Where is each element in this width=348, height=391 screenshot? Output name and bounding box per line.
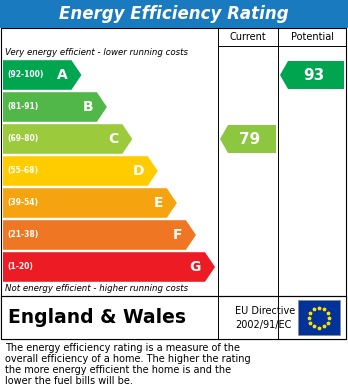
Text: (55-68): (55-68) [7, 167, 38, 176]
Text: C: C [108, 132, 118, 146]
Text: overall efficiency of a home. The higher the rating: overall efficiency of a home. The higher… [5, 354, 251, 364]
Bar [298, 300, 340, 335]
Text: Very energy efficient - lower running costs: Very energy efficient - lower running co… [5, 48, 188, 57]
Bar [1, 296, 346, 339]
Text: F: F [172, 228, 182, 242]
Text: (39-54): (39-54) [7, 199, 38, 208]
Text: Current: Current [230, 32, 266, 42]
Text: (92-100): (92-100) [7, 70, 44, 79]
Text: G: G [190, 260, 201, 274]
Polygon shape [280, 61, 344, 89]
Text: 2002/91/EC: 2002/91/EC [235, 320, 291, 330]
Polygon shape [220, 125, 276, 153]
Text: EU Directive: EU Directive [235, 306, 295, 316]
Polygon shape [3, 124, 132, 154]
Polygon shape [3, 220, 196, 250]
Polygon shape [3, 252, 215, 282]
Text: lower the fuel bills will be.: lower the fuel bills will be. [5, 376, 133, 386]
Text: (21-38): (21-38) [7, 231, 38, 240]
Text: (1-20): (1-20) [7, 262, 33, 271]
Text: The energy efficiency rating is a measure of the: The energy efficiency rating is a measur… [5, 343, 240, 353]
Text: 79: 79 [239, 131, 261, 147]
Polygon shape [3, 60, 81, 90]
Text: the more energy efficient the home is and the: the more energy efficient the home is an… [5, 365, 231, 375]
Text: Not energy efficient - higher running costs: Not energy efficient - higher running co… [5, 284, 188, 293]
Text: D: D [132, 164, 144, 178]
Bar [0, 0, 348, 28]
Text: E: E [153, 196, 163, 210]
Text: B: B [82, 100, 93, 114]
Polygon shape [3, 188, 177, 218]
Polygon shape [3, 156, 158, 186]
Text: England & Wales: England & Wales [8, 308, 186, 327]
Text: Potential: Potential [291, 32, 333, 42]
Text: (69-80): (69-80) [7, 135, 38, 143]
Text: (81-91): (81-91) [7, 102, 38, 111]
Text: A: A [57, 68, 68, 82]
Text: 93: 93 [303, 68, 325, 83]
Polygon shape [3, 92, 107, 122]
Text: Energy Efficiency Rating: Energy Efficiency Rating [59, 5, 289, 23]
Bar [1, 28, 346, 339]
